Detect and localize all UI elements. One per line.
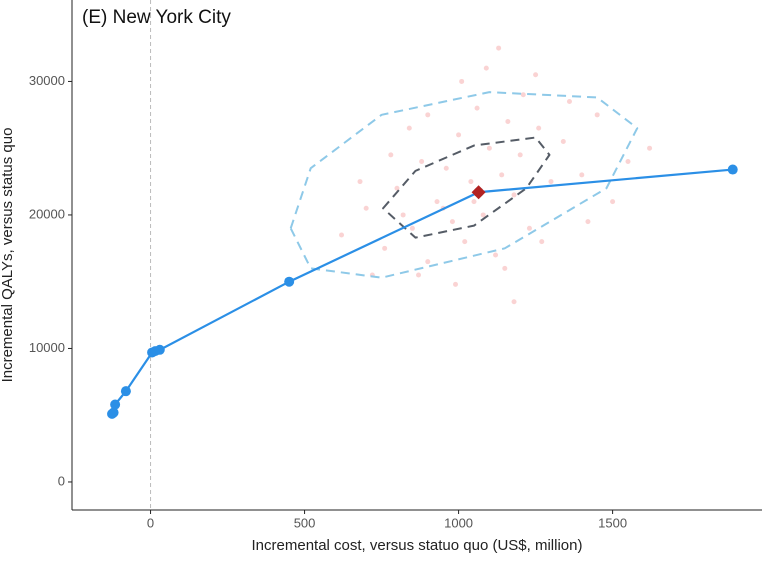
cloud-point: [474, 105, 480, 111]
y-tick-label: 30000: [29, 73, 65, 88]
cloud-point: [548, 179, 554, 185]
cloud-point: [443, 165, 449, 171]
x-tick-label: 0: [147, 515, 154, 530]
cloud-point: [579, 172, 585, 178]
cloud-point: [480, 212, 486, 218]
cloud-point: [536, 125, 542, 131]
cloud-point: [511, 192, 517, 198]
cloud-point: [419, 159, 425, 165]
x-axis-label: Incremental cost, versus statuo quo (US$…: [252, 537, 583, 554]
confidence-ellipse: [382, 136, 551, 239]
cloud-point: [520, 92, 526, 98]
frontier-point: [120, 386, 131, 397]
frontier-point: [110, 399, 121, 410]
cloud-point: [585, 219, 591, 225]
cloud-point: [459, 78, 465, 84]
cloud-point: [416, 272, 422, 278]
cloud-point: [462, 239, 468, 245]
cloud-point: [483, 65, 489, 71]
frontier-point: [727, 164, 738, 175]
frontier-point: [154, 344, 165, 355]
cloud-point: [453, 281, 459, 287]
cloud-point: [647, 145, 653, 151]
cloud-point: [566, 98, 572, 104]
cloud-point: [526, 225, 532, 231]
cloud-point: [517, 152, 523, 158]
cloud-point: [610, 199, 616, 205]
cloud-point: [496, 45, 502, 51]
y-tick-label: 20000: [29, 206, 65, 221]
cloud-point: [394, 185, 400, 191]
cloud-point: [471, 199, 477, 205]
cloud-point: [449, 219, 455, 225]
chart-title: (E) New York City: [82, 7, 231, 28]
confidence-ellipse: [289, 91, 639, 279]
cloud-point: [425, 259, 431, 265]
cloud-point: [468, 179, 474, 185]
cloud-point: [357, 179, 363, 185]
cloud-point: [456, 132, 462, 138]
cloud-point: [560, 139, 566, 145]
y-tick-label: 10000: [29, 340, 65, 355]
cloud-point: [493, 252, 499, 258]
frontier-point: [108, 407, 119, 418]
y-axis-label: Incremental QALYs, versus status quo: [0, 128, 16, 383]
cloud-point: [363, 205, 369, 211]
cloud-point: [339, 232, 345, 238]
cloud-point: [625, 159, 631, 165]
cloud-point: [406, 125, 412, 131]
x-tick-label: 500: [294, 515, 316, 530]
cloud-point: [409, 225, 415, 231]
frontier-point: [284, 276, 295, 287]
cloud-point: [533, 72, 539, 78]
cloud-point: [382, 245, 388, 251]
cloud-point: [511, 299, 517, 305]
cloud-point: [400, 212, 406, 218]
cloud-point: [425, 112, 431, 118]
x-tick-label: 1000: [444, 515, 473, 530]
cloud-point: [434, 199, 440, 205]
cloud-point: [499, 172, 505, 178]
cloud-point: [388, 152, 394, 158]
cloud-point: [505, 118, 511, 124]
cloud-point: [594, 112, 600, 118]
cloud-point: [539, 239, 545, 245]
x-tick-label: 1500: [598, 515, 627, 530]
y-tick-label: 0: [58, 473, 65, 488]
cloud-point: [486, 145, 492, 151]
highlight-point: [471, 185, 486, 200]
frontier-line: [111, 168, 733, 415]
cloud-point: [502, 265, 508, 271]
